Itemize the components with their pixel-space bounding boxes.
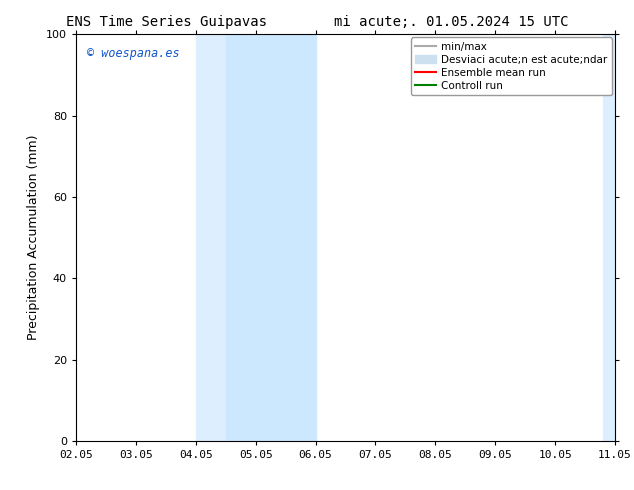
Text: ENS Time Series Guipavas        mi acute;. 01.05.2024 15 UTC: ENS Time Series Guipavas mi acute;. 01.0… xyxy=(66,15,568,29)
Bar xyxy=(633,34,634,441)
Bar xyxy=(603,34,633,441)
Y-axis label: Precipitation Accumulation (mm): Precipitation Accumulation (mm) xyxy=(27,135,41,341)
Bar xyxy=(226,34,316,441)
Bar xyxy=(196,34,226,441)
Text: © woespana.es: © woespana.es xyxy=(87,47,179,59)
Legend: min/max, Desviaci acute;n est acute;ndar, Ensemble mean run, Controll run: min/max, Desviaci acute;n est acute;ndar… xyxy=(411,37,612,95)
